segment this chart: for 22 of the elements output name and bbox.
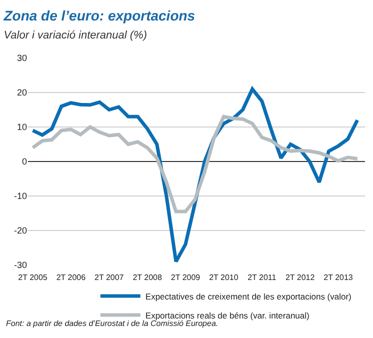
x-tick-label: 2T 2006 (56, 273, 86, 282)
y-tick-label: 10 (16, 122, 27, 132)
x-tick-label: 2T 2011 (248, 273, 277, 282)
chart-title: Zona de l’euro: exportacions (2, 7, 196, 24)
x-tick-label: 2T 2010 (209, 273, 239, 282)
x-tick-label: 2T 2005 (18, 273, 48, 282)
x-tick-label: 2T 2007 (94, 273, 124, 282)
y-tick-label: 0 (22, 156, 27, 167)
x-tick-label: 2T 2013 (324, 273, 354, 282)
y-tick-label: 20 (16, 88, 27, 98)
x-tick-label: 2T 2012 (285, 273, 316, 282)
text: Font: a partir de dades d’Eurostat i de la Comissió Europea. (6, 319, 218, 328)
x-tick-label: 2T 2009 (170, 273, 201, 282)
legend-label: Expectatives de creixement de les exportacions (valor) (145, 291, 352, 302)
y-tick-label: -20 (14, 226, 27, 236)
y-tick-label: -10 (14, 191, 27, 202)
legend-label: Exportacions reals de béns (var. interanual) (145, 310, 310, 320)
line-series (31, 114, 360, 214)
chart-subtitle: Valor i variació interanual (%) (4, 29, 148, 42)
y-tick-label: -30 (14, 260, 27, 270)
x-tick-label: 2T 2008 (132, 273, 162, 282)
y-tick-label: 30 (16, 53, 27, 64)
